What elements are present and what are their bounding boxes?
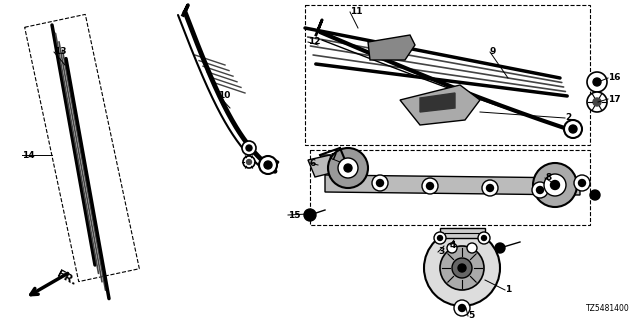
- Circle shape: [438, 236, 442, 241]
- Text: 2: 2: [565, 114, 572, 123]
- Circle shape: [452, 258, 472, 278]
- Polygon shape: [400, 85, 480, 125]
- Text: 7: 7: [330, 154, 337, 163]
- Text: 17: 17: [608, 94, 621, 103]
- Circle shape: [478, 232, 490, 244]
- Text: TZ5481400: TZ5481400: [586, 304, 630, 313]
- Circle shape: [338, 158, 358, 178]
- Circle shape: [579, 180, 586, 187]
- Circle shape: [481, 236, 486, 241]
- Text: 5: 5: [468, 311, 474, 320]
- Polygon shape: [308, 155, 335, 177]
- Text: 10: 10: [218, 91, 230, 100]
- Circle shape: [458, 264, 466, 272]
- Circle shape: [569, 125, 577, 133]
- Circle shape: [467, 243, 477, 253]
- Text: 11: 11: [350, 7, 362, 17]
- Text: 16: 16: [608, 74, 621, 83]
- Text: 3: 3: [438, 247, 444, 257]
- Text: FR.: FR.: [55, 269, 78, 287]
- Circle shape: [587, 72, 607, 92]
- Circle shape: [587, 92, 607, 112]
- Circle shape: [372, 175, 388, 191]
- Text: 13: 13: [54, 47, 67, 57]
- Text: 4: 4: [450, 241, 456, 250]
- Circle shape: [574, 175, 590, 191]
- Circle shape: [550, 180, 559, 189]
- Polygon shape: [320, 155, 360, 175]
- Circle shape: [593, 78, 601, 86]
- Circle shape: [495, 243, 505, 253]
- Text: 6: 6: [310, 158, 316, 167]
- Circle shape: [422, 178, 438, 194]
- Circle shape: [482, 180, 498, 196]
- Circle shape: [434, 232, 446, 244]
- Polygon shape: [420, 93, 455, 112]
- Circle shape: [426, 182, 433, 189]
- Circle shape: [242, 141, 256, 155]
- Bar: [25, 14, 140, 282]
- Circle shape: [544, 174, 566, 196]
- Circle shape: [564, 120, 582, 138]
- Circle shape: [486, 185, 493, 191]
- Text: 9: 9: [490, 47, 497, 57]
- Circle shape: [243, 156, 255, 168]
- Circle shape: [590, 190, 600, 200]
- Text: 14: 14: [22, 150, 35, 159]
- Polygon shape: [368, 35, 415, 60]
- Circle shape: [246, 159, 252, 164]
- Circle shape: [376, 180, 383, 187]
- Circle shape: [593, 98, 601, 106]
- Circle shape: [533, 163, 577, 207]
- Polygon shape: [325, 175, 580, 195]
- Text: 8: 8: [545, 173, 551, 182]
- Circle shape: [424, 230, 500, 306]
- Polygon shape: [440, 228, 485, 238]
- Circle shape: [246, 145, 252, 151]
- Text: 12: 12: [308, 37, 321, 46]
- Bar: [305, 5, 590, 145]
- Circle shape: [458, 305, 465, 311]
- Circle shape: [454, 300, 470, 316]
- Bar: [310, 150, 590, 225]
- Text: 1: 1: [505, 285, 511, 294]
- Circle shape: [264, 161, 272, 169]
- Circle shape: [259, 156, 277, 174]
- Circle shape: [328, 148, 368, 188]
- Circle shape: [440, 246, 484, 290]
- Circle shape: [344, 164, 352, 172]
- Circle shape: [536, 187, 543, 194]
- Text: 15: 15: [288, 211, 301, 220]
- Circle shape: [304, 209, 316, 221]
- Circle shape: [447, 243, 457, 253]
- Circle shape: [532, 182, 548, 198]
